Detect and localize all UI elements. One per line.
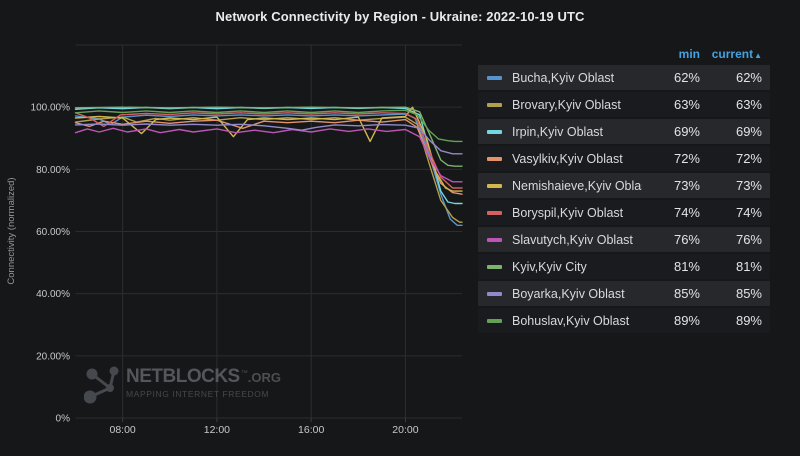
series-name: Kyiv,Kyiv City: [512, 259, 587, 274]
series-min-value: 63%: [673, 97, 700, 112]
y-axis-tick-label: 0%: [56, 414, 71, 425]
legend-row[interactable]: Irpin,Kyiv Oblast 69% 69%: [478, 119, 770, 144]
series-current-value: 89%: [735, 313, 762, 328]
series-current-value: 69%: [735, 124, 762, 139]
series-line: [74, 106, 463, 192]
y-axis-tick-label: 20.00%: [36, 351, 70, 362]
legend-row[interactable]: Kyiv,Kyiv City 81% 81%: [478, 254, 770, 279]
series-name: Slavutych,Kyiv Oblast: [512, 232, 633, 247]
series-line: [74, 106, 463, 167]
series-name: Boyarka,Kyiv Oblast: [512, 286, 625, 301]
series-name: Bucha,Kyiv Oblast: [512, 70, 615, 85]
x-axis-tick-label: 12:00: [204, 424, 230, 436]
legend-row[interactable]: Brovary,Kyiv Oblast 63% 63%: [478, 92, 770, 117]
series-line: [74, 112, 463, 189]
series-color-swatch: [487, 75, 502, 80]
series-min-value: 73%: [673, 178, 700, 193]
legend-row[interactable]: Nemishaieve,Kyiv Oblast 73% 73%: [478, 173, 770, 198]
legend-row[interactable]: Vasylkiv,Kyiv Oblast 72% 72%: [478, 146, 770, 171]
y-axis-tick-label: 100.00%: [31, 103, 71, 114]
series-current-value: 62%: [735, 70, 762, 85]
series-min-value: 72%: [673, 151, 700, 166]
series-color-swatch: [487, 237, 502, 242]
y-axis-tick-label: 60.00%: [36, 227, 70, 238]
series-min-value: 76%: [673, 232, 700, 247]
series-color-swatch: [487, 156, 502, 161]
series-color-swatch: [487, 183, 502, 188]
series-current-value: 81%: [735, 259, 762, 274]
series-current-value: 85%: [735, 286, 762, 301]
series-min-value: 81%: [673, 259, 700, 274]
y-axis-tick-label: 40.00%: [36, 289, 70, 300]
series-name: Vasylkiv,Kyiv Oblast: [512, 151, 623, 166]
series-color-swatch: [487, 210, 502, 215]
x-axis-tick-label: 16:00: [298, 424, 324, 436]
series-name: Irpin,Kyiv Oblast: [512, 124, 604, 139]
series-line: [74, 127, 463, 183]
series-min-value: 74%: [673, 205, 700, 220]
series-name: Nemishaieve,Kyiv Oblast: [512, 178, 642, 193]
series-current-value: 72%: [735, 151, 762, 166]
series-min-value: 62%: [673, 70, 700, 85]
legend-sort-min[interactable]: min: [678, 47, 700, 61]
series-current-value: 63%: [735, 97, 762, 112]
series-current-value: 74%: [735, 205, 762, 220]
series-line: [74, 113, 463, 227]
series-line: [74, 109, 463, 143]
sort-ascending-icon: ▲: [754, 51, 762, 60]
series-min-value: 89%: [673, 313, 700, 328]
series-color-swatch: [487, 291, 502, 296]
page-title: Network Connectivity by Region - Ukraine…: [215, 9, 585, 24]
series-color-swatch: [487, 102, 502, 107]
legend-row[interactable]: Boyarka,Kyiv Oblast 85% 85%: [478, 281, 770, 306]
series-min-value: 85%: [673, 286, 700, 301]
series-current-value: 73%: [735, 178, 762, 193]
series-name: Brovary,Kyiv Oblast: [512, 97, 621, 112]
legend-header: min current▲: [478, 45, 770, 63]
series-name: Bohuslav,Kyiv Oblast: [512, 313, 630, 328]
y-axis-title: Connectivity (normalized): [6, 177, 17, 284]
x-axis-tick-label: 20:00: [392, 424, 418, 436]
legend-row[interactable]: Bucha,Kyiv Oblast 62% 62%: [478, 65, 770, 90]
legend-row[interactable]: Boryspil,Kyiv Oblast 74% 74%: [478, 200, 770, 225]
series-color-swatch: [487, 318, 502, 323]
series-current-value: 76%: [735, 232, 762, 247]
series-color-swatch: [487, 129, 502, 134]
series-line: [74, 123, 463, 155]
legend-sort-current[interactable]: current▲: [711, 47, 762, 61]
series-min-value: 69%: [673, 124, 700, 139]
legend-row[interactable]: Slavutych,Kyiv Oblast 76% 76%: [478, 227, 770, 252]
series-legend-table: min current▲ Bucha,Kyiv Oblast 62% 62% B…: [478, 45, 770, 333]
series-name: Boryspil,Kyiv Oblast: [512, 205, 624, 220]
legend-rows: Bucha,Kyiv Oblast 62% 62% Brovary,Kyiv O…: [478, 65, 770, 333]
y-axis-tick-label: 80.00%: [36, 165, 70, 176]
series-color-swatch: [487, 264, 502, 269]
x-axis-tick-label: 08:00: [109, 424, 135, 436]
legend-row[interactable]: Bohuslav,Kyiv Oblast 89% 89%: [478, 308, 770, 333]
